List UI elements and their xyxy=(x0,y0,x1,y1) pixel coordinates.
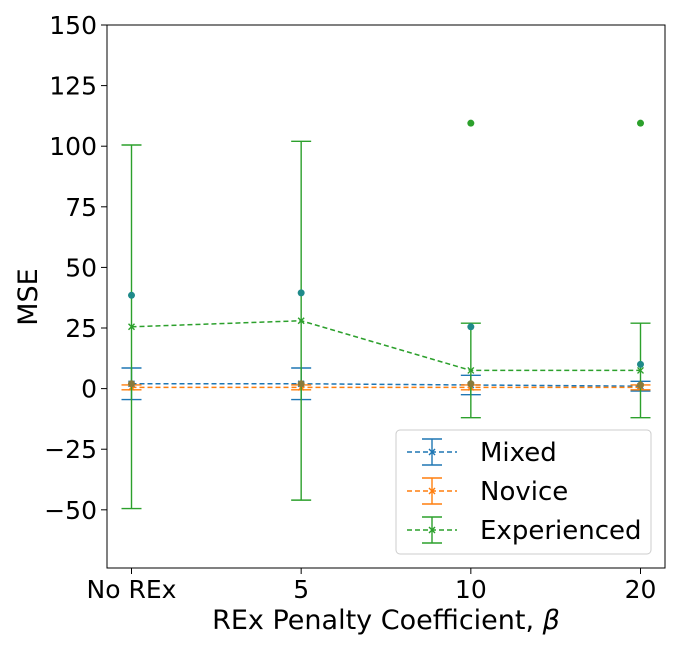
series-experienced xyxy=(121,140,651,510)
scatter-dot xyxy=(128,291,135,299)
scatter-dot xyxy=(297,289,305,297)
x-axis: No REx 5 10 20 xyxy=(87,568,657,604)
x-tick-label: 20 xyxy=(625,575,657,604)
legend-label: Mixed xyxy=(480,438,557,468)
legend-marker xyxy=(428,448,436,456)
y-tick-label: 50 xyxy=(65,253,97,282)
y-tick-label: 100 xyxy=(49,132,97,161)
outlier-dots xyxy=(128,119,644,389)
x-axis-label: REx Penalty Coefficient, β xyxy=(212,605,560,636)
x-tick-label: 10 xyxy=(455,575,487,604)
series-line xyxy=(131,383,641,387)
x-tick-label: 5 xyxy=(293,575,309,604)
legend: Mixed Novice Experienced xyxy=(395,429,652,555)
y-tick-label: 150 xyxy=(49,11,97,40)
scatter-dot xyxy=(297,380,305,388)
scatter-dot xyxy=(467,380,475,388)
y-tick-label: 25 xyxy=(65,314,97,343)
data-point xyxy=(467,366,475,374)
legend-marker xyxy=(428,487,436,495)
marker-stroke xyxy=(297,317,305,325)
marker-stroke xyxy=(428,487,436,495)
y-tick-label: −50 xyxy=(44,496,97,525)
legend-box xyxy=(395,429,652,555)
marker-stroke xyxy=(428,448,436,456)
scatter-dot xyxy=(128,380,135,388)
marker-stroke xyxy=(467,366,475,374)
marker-stroke xyxy=(128,323,135,331)
series-line xyxy=(131,319,641,372)
series-mixed xyxy=(121,367,651,401)
marker-stroke xyxy=(637,366,644,374)
scatter-dot xyxy=(467,323,475,331)
legend-item-mixed: Mixed xyxy=(407,438,557,468)
y-axis: −50 −25 0 25 50 75 100 125 150 xyxy=(44,11,107,525)
data-point xyxy=(128,323,135,331)
y-tick-label: 125 xyxy=(49,72,97,101)
x-tick-label: No REx xyxy=(87,575,177,604)
plot-area xyxy=(121,119,651,510)
scatter-dot xyxy=(637,360,644,368)
scatter-dot xyxy=(637,381,644,389)
y-tick-label: 75 xyxy=(65,193,97,222)
legend-item-novice: Novice xyxy=(407,477,568,507)
series-novice xyxy=(121,383,651,391)
legend-marker xyxy=(428,526,436,534)
plot-frame xyxy=(106,24,666,569)
y-tick-label: 0 xyxy=(81,375,97,404)
legend-item-experienced: Experienced xyxy=(407,516,642,546)
scatter-dot xyxy=(467,119,475,127)
y-tick-label: −25 xyxy=(44,435,97,464)
data-point xyxy=(297,317,305,325)
y-axis-label: MSE xyxy=(13,268,44,326)
data-point xyxy=(637,366,644,374)
scatter-dot xyxy=(637,119,644,127)
legend-label: Novice xyxy=(480,477,568,507)
legend-label: Experienced xyxy=(480,516,642,546)
marker-stroke xyxy=(428,526,436,534)
